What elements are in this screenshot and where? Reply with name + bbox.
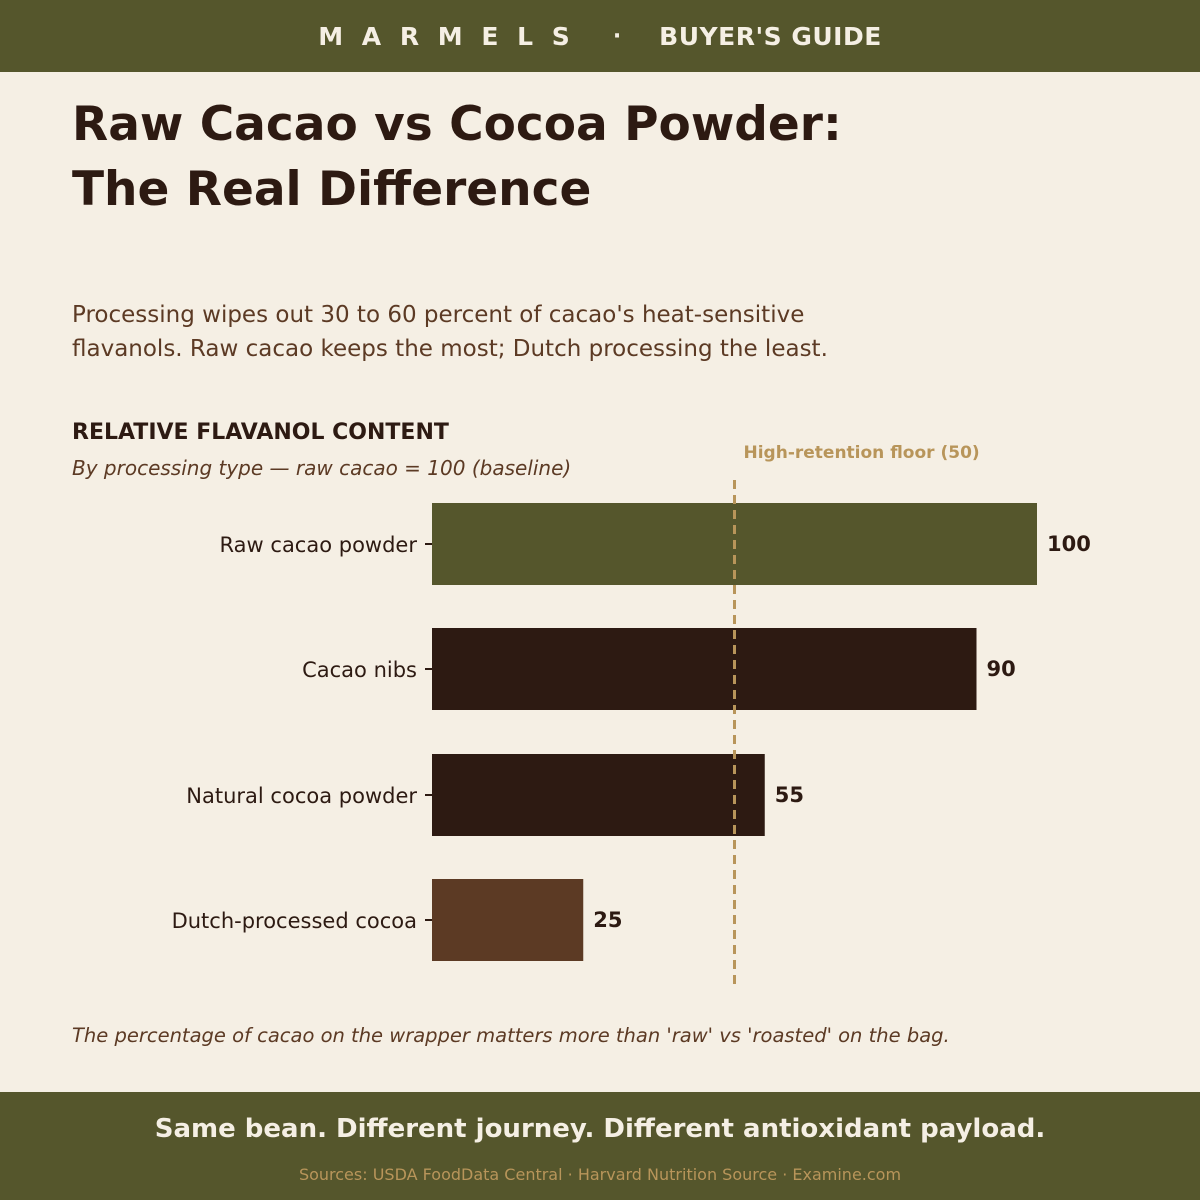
category-label-1: Cacao nibs bbox=[302, 658, 417, 682]
bottom-banner bbox=[0, 1092, 1200, 1200]
header-separator: · bbox=[612, 23, 622, 49]
bar-1 bbox=[432, 628, 977, 710]
chart-subtitle: By processing type — raw cacao = 100 (ba… bbox=[72, 456, 572, 480]
sources: Sources: USDA FoodData Central · Harvard… bbox=[298, 1165, 902, 1184]
top-banner: M A R M E L S · BUYER'S GUIDE bbox=[0, 0, 1200, 72]
lede-line-1: Processing wipes out 30 to 60 percent of… bbox=[72, 302, 805, 328]
tagline: Same bean. Different journey. Different … bbox=[154, 1114, 1046, 1144]
flavanol-bar-chart: Raw cacao powder 100 Cacao nibs 90 Natural c… bbox=[172, 443, 1091, 985]
value-label-3: 25 bbox=[593, 908, 622, 932]
section-label: BUYER'S GUIDE bbox=[659, 21, 882, 51]
category-label-0: Raw cacao powder bbox=[220, 533, 418, 557]
value-label-0: 100 bbox=[1047, 532, 1091, 556]
headline-line-1: Raw Cacao vs Cocoa Powder: bbox=[72, 97, 842, 152]
bar-3 bbox=[432, 879, 584, 961]
headline: Raw Cacao vs Cocoa Powder: The Real Diff… bbox=[72, 92, 1132, 222]
reference-line-label: High-retention floor (50) bbox=[744, 443, 980, 463]
footnote: The percentage of cacao on the wrapper m… bbox=[72, 1024, 950, 1047]
chart-title: RELATIVE FLAVANOL CONTENT bbox=[72, 420, 449, 445]
lede-line-2: flavanols. Raw cacao keeps the most; Dut… bbox=[72, 336, 828, 362]
value-label-1: 90 bbox=[987, 657, 1016, 681]
headline-line-2: The Real Difference bbox=[72, 162, 592, 217]
category-label-3: Dutch-processed cocoa bbox=[172, 909, 417, 933]
bar-2 bbox=[432, 754, 765, 836]
brand-name: M A R M E L S bbox=[318, 21, 575, 51]
category-label-2: Natural cocoa powder bbox=[186, 784, 417, 808]
value-label-2: 55 bbox=[775, 783, 804, 807]
lede: Processing wipes out 30 to 60 percent of… bbox=[72, 298, 1132, 366]
